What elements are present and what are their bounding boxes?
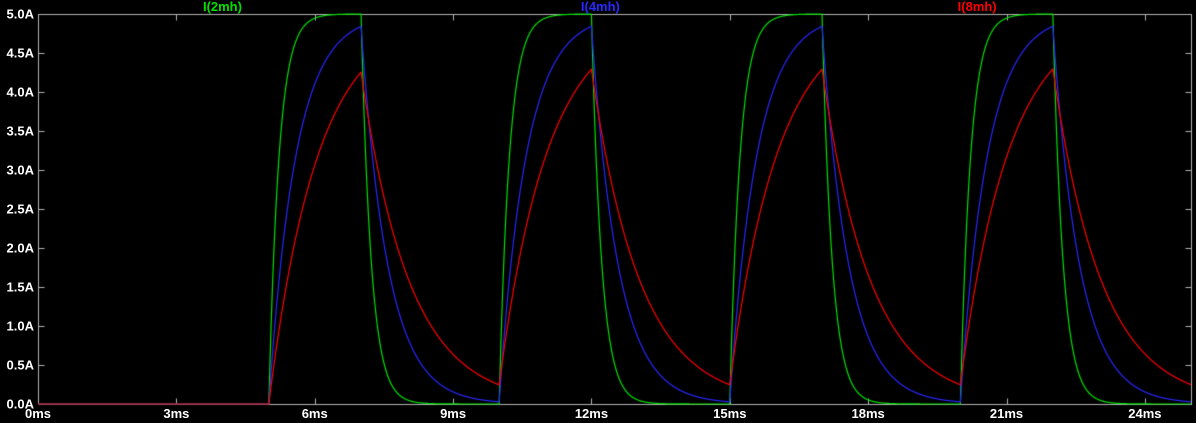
y-tick-label: 1.0A	[6, 318, 34, 334]
x-tick-label: 24ms	[1128, 406, 1162, 421]
trace-label-i8mh[interactable]: I(8mh)	[957, 0, 997, 14]
y-tick-label: 4.5A	[6, 45, 34, 61]
x-tick-label: 15ms	[713, 406, 747, 421]
y-tick-label: 1.5A	[6, 279, 34, 295]
y-tick-label: 2.5A	[6, 201, 34, 217]
y-tick-label: 0.0A	[6, 396, 34, 412]
x-tick-label: 6ms	[301, 406, 328, 421]
y-tick-label: 5.0A	[6, 6, 34, 22]
y-tick-label: 0.5A	[6, 357, 34, 373]
trace-label-i2mh[interactable]: I(2mh)	[202, 0, 242, 14]
x-tick-label: 21ms	[989, 406, 1024, 421]
x-tick-label: 9ms	[440, 406, 467, 421]
x-tick-label: 18ms	[851, 406, 885, 421]
y-tick-label: 2.0A	[6, 240, 34, 256]
x-tick-label: 3ms	[163, 406, 190, 421]
x-tick-label: 0ms	[24, 406, 52, 421]
y-tick-label: 3.5A	[6, 123, 34, 139]
trace-label-i4mh[interactable]: I(4mh)	[580, 0, 620, 14]
x-tick-label: 12ms	[574, 406, 609, 421]
y-tick-label: 3.0A	[6, 162, 34, 178]
y-tick-label: 4.0A	[6, 84, 34, 100]
